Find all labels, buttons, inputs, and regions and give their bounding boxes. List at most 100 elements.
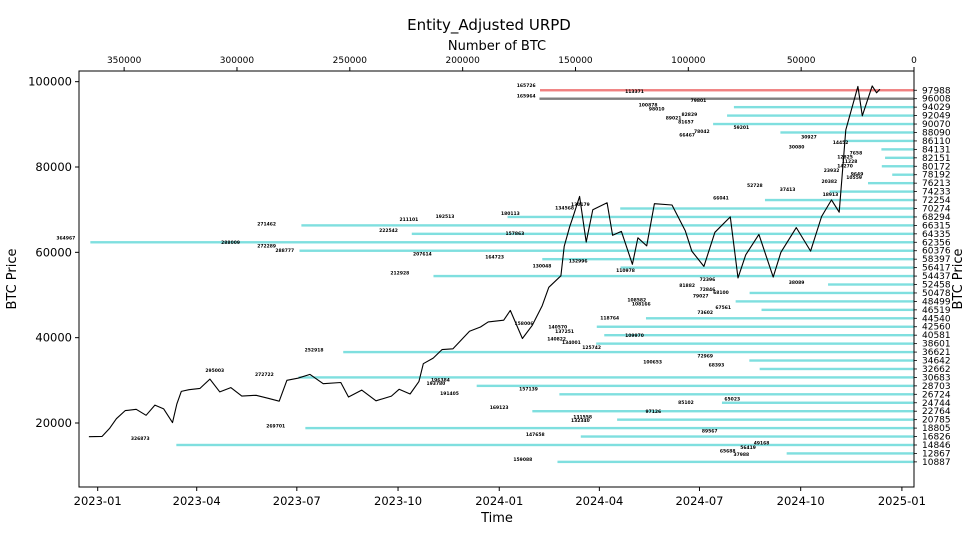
price-series bbox=[88, 85, 881, 438]
y-tick-label: 60000 bbox=[35, 245, 72, 259]
bar-value-label: 212928 bbox=[390, 271, 409, 277]
bar-value-label: 131558 bbox=[573, 415, 592, 421]
urpd-bar bbox=[617, 418, 914, 421]
bar-value-label: 30927 bbox=[801, 134, 817, 140]
x-tick-label: 2023-01 bbox=[74, 494, 122, 508]
right-tick-label: 10887 bbox=[922, 458, 951, 468]
bar-value-label: 110978 bbox=[616, 268, 635, 274]
right-tick-label: 74233 bbox=[922, 188, 951, 198]
right-tick-label: 48499 bbox=[922, 297, 951, 307]
y-axis-label-right: BTC Price bbox=[951, 248, 966, 309]
right-tick-label: 20785 bbox=[922, 416, 951, 426]
bar-value-label: 73602 bbox=[697, 310, 713, 316]
y-axis-label: BTC Price bbox=[5, 248, 20, 309]
right-tick-label: 56417 bbox=[922, 264, 951, 274]
urpd-bar bbox=[713, 122, 914, 126]
urpd-bar bbox=[892, 173, 914, 176]
bar-value-label: 196384 bbox=[431, 378, 450, 384]
top-tick-label: 350000 bbox=[107, 56, 142, 66]
x-tick-label: 2025-01 bbox=[878, 494, 926, 508]
y-tick-label: 80000 bbox=[35, 160, 72, 174]
top-tick-label: 0 bbox=[911, 56, 917, 66]
right-tick-label: 28703 bbox=[922, 382, 951, 392]
urpd-bar bbox=[881, 148, 914, 151]
bar-value-label: 100878 bbox=[639, 102, 658, 108]
bar-value-label: 65688 bbox=[720, 448, 736, 454]
bar-value-label: 159088 bbox=[513, 457, 532, 463]
y-tick-label: 40000 bbox=[35, 331, 72, 345]
x-tick-label: 2024-01 bbox=[475, 494, 523, 508]
urpd-bar bbox=[868, 181, 914, 185]
right-tick-label: 46519 bbox=[922, 306, 951, 316]
right-tick-label: 58397 bbox=[922, 255, 951, 265]
bar-annotations: 1657261659641133717980110087898010828298… bbox=[56, 83, 863, 463]
urpd-bar bbox=[542, 257, 914, 261]
bar-value-label: 140822 bbox=[547, 337, 566, 343]
bar-value-label: 252918 bbox=[305, 348, 324, 354]
y-tick-label: 100000 bbox=[28, 75, 72, 89]
urpd-bar bbox=[299, 249, 914, 252]
bar-value-label: 288009 bbox=[221, 240, 240, 246]
urpd-bar bbox=[885, 156, 914, 160]
right-tick-label: 36621 bbox=[922, 348, 951, 358]
bar-value-label: 97126 bbox=[645, 409, 661, 415]
bar-value-label: 18913 bbox=[823, 192, 839, 198]
urpd-bar bbox=[844, 139, 914, 143]
bar-value-label: 180113 bbox=[501, 211, 520, 217]
urpd-bar bbox=[620, 207, 914, 210]
urpd-bar bbox=[301, 224, 914, 227]
bar-value-label: 157139 bbox=[519, 387, 538, 393]
urpd-bar bbox=[721, 401, 914, 404]
urpd-bar bbox=[411, 232, 914, 236]
bar-value-label: 130048 bbox=[533, 263, 552, 269]
urpd-bar bbox=[176, 443, 914, 447]
urpd-bar bbox=[749, 359, 914, 362]
urpd-bar bbox=[90, 241, 914, 244]
urpd-bar bbox=[749, 291, 914, 295]
top-axis-label: Number of BTC bbox=[448, 39, 546, 54]
bar-value-label: 147658 bbox=[526, 432, 545, 438]
right-tick-label: 68294 bbox=[922, 213, 951, 223]
right-tick-label: 84131 bbox=[922, 145, 951, 155]
right-tick-label: 12867 bbox=[922, 449, 951, 459]
bar-value-label: 140570 bbox=[548, 325, 567, 331]
urpd-bar bbox=[305, 426, 914, 430]
bar-value-label: 164723 bbox=[485, 255, 504, 261]
urpd-bar bbox=[559, 393, 914, 396]
bar-value-label: 207614 bbox=[413, 252, 432, 258]
urpd-bar bbox=[433, 274, 914, 278]
bar-value-label: 89021 bbox=[666, 116, 682, 122]
bar-value-label: 109970 bbox=[625, 333, 644, 339]
right-tick-label: 92049 bbox=[922, 112, 951, 122]
bar-value-label: 272289 bbox=[257, 244, 276, 250]
right-tick-label: 88090 bbox=[922, 128, 951, 138]
x-tick-label: 2024-04 bbox=[575, 494, 623, 508]
right-tick-label: 76213 bbox=[922, 179, 951, 189]
bar-value-label: 132996 bbox=[569, 259, 588, 265]
y-tick-label: 20000 bbox=[35, 416, 72, 430]
x-tick-label: 2023-04 bbox=[173, 494, 221, 508]
bar-value-label: 11228 bbox=[842, 159, 858, 165]
bar-value-label: 37988 bbox=[733, 452, 749, 458]
bar-value-label: 12825 bbox=[837, 154, 853, 160]
top-tick-label: 300000 bbox=[220, 56, 255, 66]
urpd-bar bbox=[764, 198, 914, 202]
urpd-bar bbox=[780, 131, 914, 134]
urpd-bar bbox=[604, 333, 914, 337]
urpd-bar bbox=[580, 435, 914, 438]
urpd-bar bbox=[596, 325, 914, 328]
bar-value-label: 52728 bbox=[747, 183, 763, 189]
right-tick-label: 62356 bbox=[922, 238, 951, 248]
bar-value-label: 271462 bbox=[257, 221, 276, 227]
bar-value-label: 165726 bbox=[517, 83, 536, 89]
bar-value-label: 37413 bbox=[780, 187, 796, 193]
bar-value-label: 79801 bbox=[691, 98, 707, 104]
right-tick-label: 70274 bbox=[922, 204, 951, 214]
urpd-bar bbox=[476, 384, 914, 388]
bar-value-label: 59201 bbox=[733, 125, 749, 131]
bar-value-label: 100653 bbox=[643, 359, 662, 365]
top-tick-label: 50000 bbox=[787, 56, 816, 66]
bar-value-label: 14452 bbox=[833, 140, 849, 146]
urpd-bar bbox=[596, 342, 914, 345]
